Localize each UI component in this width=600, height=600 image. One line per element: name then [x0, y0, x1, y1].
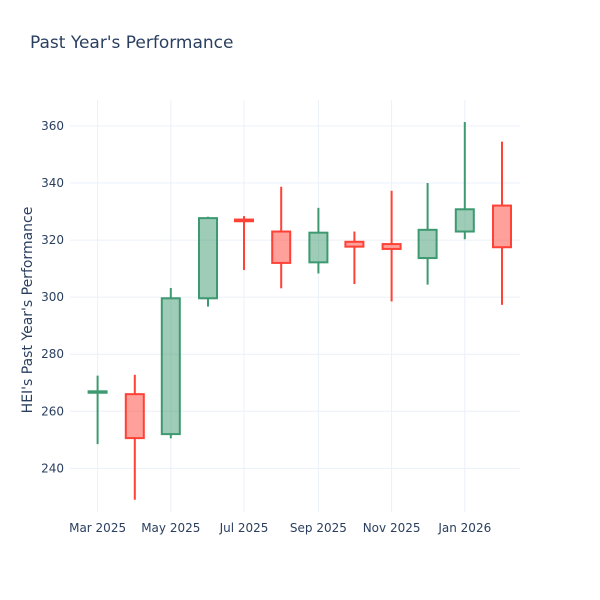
y-tick-label: 300 — [41, 290, 64, 304]
candle — [160, 288, 181, 439]
axes: 240 260 280 300 320 340 360 Mar 2025 May 2025 Jul… — [41, 119, 491, 535]
candle-body — [198, 217, 218, 300]
y-tick-label: 260 — [41, 404, 64, 418]
candle-body — [454, 208, 475, 233]
candle — [344, 231, 365, 285]
candle-body — [87, 390, 108, 394]
y-tick-label: 340 — [41, 176, 64, 190]
x-tick-label: Mar 2025 — [69, 521, 126, 535]
candle-body — [492, 204, 512, 249]
candle-body — [160, 297, 181, 436]
candle — [198, 216, 218, 307]
candle-body — [271, 230, 292, 264]
candle — [234, 216, 254, 271]
candle-body — [124, 393, 145, 440]
candle — [454, 121, 475, 240]
candle-body — [344, 240, 365, 248]
y-tick-label: 320 — [41, 233, 64, 247]
candle-body — [234, 218, 254, 223]
y-tick-label: 280 — [41, 347, 64, 361]
x-tick-label: Jul 2025 — [219, 521, 269, 535]
chart-title: Past Year's Performance — [30, 33, 234, 53]
candle — [492, 141, 512, 305]
candle-body — [381, 243, 402, 250]
x-tick-label: Jan 2026 — [437, 521, 491, 535]
y-tick-label: 360 — [41, 119, 64, 133]
x-tick-label: Nov 2025 — [363, 521, 421, 535]
candle — [381, 190, 402, 302]
candles — [87, 121, 512, 500]
candle — [124, 374, 145, 500]
grid — [70, 100, 520, 512]
candle — [417, 183, 438, 285]
x-tick-label: Sep 2025 — [290, 521, 347, 535]
y-tick-label: 240 — [41, 461, 64, 475]
x-tick-label: May 2025 — [141, 521, 200, 535]
y-axis-label: HEI's Past Year's Performance — [20, 207, 36, 414]
candle-body — [417, 228, 438, 260]
candle-body — [308, 231, 329, 264]
candle — [271, 186, 292, 289]
candle — [87, 375, 108, 445]
candle — [308, 207, 329, 274]
